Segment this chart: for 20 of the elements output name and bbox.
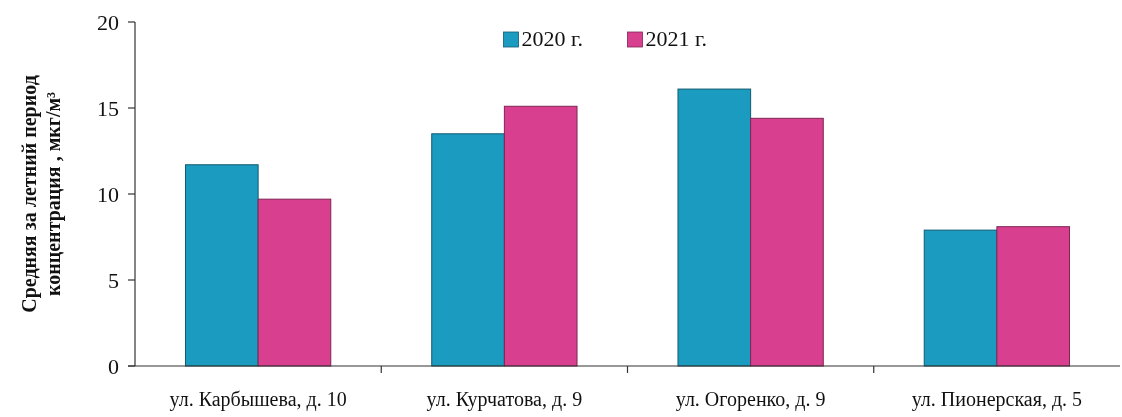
x-tick-label: ул. Курчатова, д. 9 <box>426 388 583 411</box>
legend-label: 2021 г. <box>645 26 708 51</box>
legend-label: 2020 г. <box>521 26 584 51</box>
bar <box>503 105 578 367</box>
bar <box>257 198 332 367</box>
bar <box>677 88 752 367</box>
y-tick-label: 20 <box>97 9 119 35</box>
x-tick-label: ул. Огоренко, д. 9 <box>675 388 826 411</box>
bar <box>750 117 824 367</box>
x-tick-label: ул. Карбышева, д. 10 <box>169 388 347 411</box>
y-tick-label: 15 <box>97 95 119 121</box>
y-tick-label: 5 <box>108 267 119 293</box>
x-tick-label: ул. Пионерская, д. 5 <box>911 388 1083 411</box>
bar <box>923 229 998 367</box>
bar <box>431 133 505 367</box>
bar <box>996 226 1071 367</box>
y-tick-label: 10 <box>97 181 119 207</box>
y-axis-title: Средняя за летний период концентрация , мкг/м³ <box>18 75 65 313</box>
bar <box>184 164 259 367</box>
y-tick-label: 0 <box>108 353 119 379</box>
